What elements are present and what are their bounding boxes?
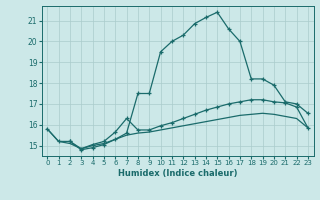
X-axis label: Humidex (Indice chaleur): Humidex (Indice chaleur) — [118, 169, 237, 178]
